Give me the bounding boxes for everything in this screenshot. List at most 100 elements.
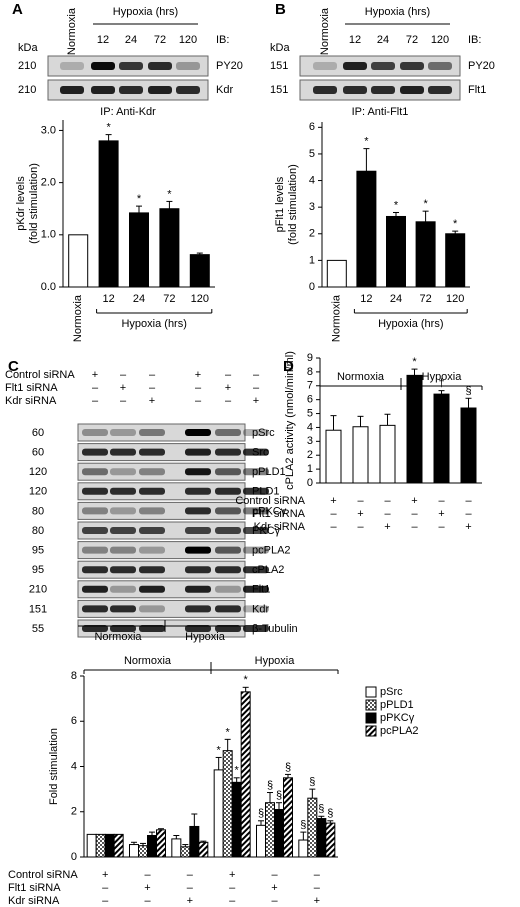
annotation: * xyxy=(394,199,399,211)
annotation: * xyxy=(244,674,249,686)
sign: + xyxy=(271,882,277,894)
x-tick-label: 12 xyxy=(102,293,114,305)
bar xyxy=(113,833,124,858)
legend-label: pPLD1 xyxy=(380,699,414,711)
band xyxy=(139,468,165,476)
error-bar xyxy=(158,828,164,830)
bar xyxy=(307,797,318,858)
annotation: * xyxy=(226,726,231,738)
sign: – xyxy=(144,869,151,881)
band xyxy=(60,62,84,70)
band xyxy=(243,448,269,456)
y-tick-label: 6 xyxy=(309,121,315,133)
bar xyxy=(156,829,166,858)
bar xyxy=(283,777,293,858)
error-bar xyxy=(233,777,240,783)
bar xyxy=(265,802,275,858)
band xyxy=(91,62,115,70)
annotation: * xyxy=(217,744,222,756)
sign: + xyxy=(144,882,150,894)
band xyxy=(185,448,211,456)
annotation: § xyxy=(258,808,264,820)
row-label: Src xyxy=(252,447,269,459)
x-tick-label: 120 xyxy=(446,293,464,305)
group-label: Hypoxia xyxy=(185,631,226,643)
bar xyxy=(98,140,119,288)
sign: – xyxy=(195,382,202,394)
band xyxy=(313,86,337,94)
group-label: Normoxia xyxy=(94,631,142,643)
x-tick-label: 12 xyxy=(360,293,372,305)
sign: – xyxy=(438,521,445,533)
band xyxy=(82,507,108,515)
band xyxy=(82,546,108,554)
sign: – xyxy=(314,869,321,881)
band xyxy=(185,546,211,554)
sign: + xyxy=(225,382,231,394)
band xyxy=(371,62,395,70)
sign: – xyxy=(229,882,236,894)
band xyxy=(82,566,108,574)
band xyxy=(400,62,424,70)
mw-label: 95 xyxy=(32,545,44,557)
error-bar xyxy=(105,134,112,141)
band xyxy=(243,625,269,632)
band xyxy=(110,566,136,574)
condition-label: Flt1 siRNA xyxy=(252,508,305,520)
y-tick-label: 6 xyxy=(307,394,313,406)
error-bar xyxy=(330,415,337,431)
error-bar xyxy=(438,390,445,395)
bar xyxy=(445,233,466,288)
annotation: § xyxy=(300,819,306,831)
y-tick-label: 0 xyxy=(307,477,313,489)
lane-label: 24 xyxy=(377,34,389,46)
bar xyxy=(104,833,115,858)
row-label: cPLA2 xyxy=(252,564,284,576)
error-bar xyxy=(136,205,142,213)
y-tick-label: 8 xyxy=(71,670,77,682)
lane-label: 72 xyxy=(406,34,418,46)
lane-label: 12 xyxy=(97,34,109,46)
sign: – xyxy=(330,521,337,533)
y-tick-label: 1 xyxy=(309,254,315,266)
group-label: Normoxia xyxy=(337,371,385,383)
mw-label: 80 xyxy=(32,505,44,517)
band xyxy=(139,605,165,613)
blot-row xyxy=(77,541,246,560)
ip-label: IP: Anti-Kdr xyxy=(100,106,156,118)
band xyxy=(243,527,269,534)
band xyxy=(139,527,165,534)
annotation: § xyxy=(318,803,324,815)
group-label: Hypoxia (hrs) xyxy=(378,318,443,330)
sign: – xyxy=(149,369,156,381)
error-bar xyxy=(182,844,189,847)
lane-header: Normoxia xyxy=(66,7,78,55)
condition-label: Control siRNA xyxy=(5,369,75,381)
error-bar xyxy=(422,210,429,222)
band xyxy=(215,468,241,476)
sign: – xyxy=(271,869,278,881)
bar xyxy=(460,407,477,484)
y-tick-label: 9 xyxy=(307,352,313,364)
y-axis-label: (fold stimulation) xyxy=(28,163,40,244)
row-label: pSrc xyxy=(252,427,275,439)
band xyxy=(243,605,269,613)
band xyxy=(215,605,241,613)
bar xyxy=(406,374,423,484)
bar xyxy=(129,844,139,858)
row-label: PY20 xyxy=(468,60,495,72)
sign: – xyxy=(465,508,472,520)
bar xyxy=(95,833,106,858)
error-bar xyxy=(384,413,391,426)
mw-label: 151 xyxy=(29,603,47,615)
y-tick-label: 2 xyxy=(309,228,315,240)
sign: – xyxy=(229,895,236,907)
error-bar xyxy=(276,802,282,810)
condition-label: Kdr siRNA xyxy=(8,895,60,907)
sign: – xyxy=(120,395,127,407)
y-tick-label: 3 xyxy=(307,435,313,447)
annotation: § xyxy=(285,761,291,773)
band xyxy=(176,86,200,94)
y-tick-label: 8 xyxy=(307,366,313,378)
panel-label: A xyxy=(12,1,23,18)
